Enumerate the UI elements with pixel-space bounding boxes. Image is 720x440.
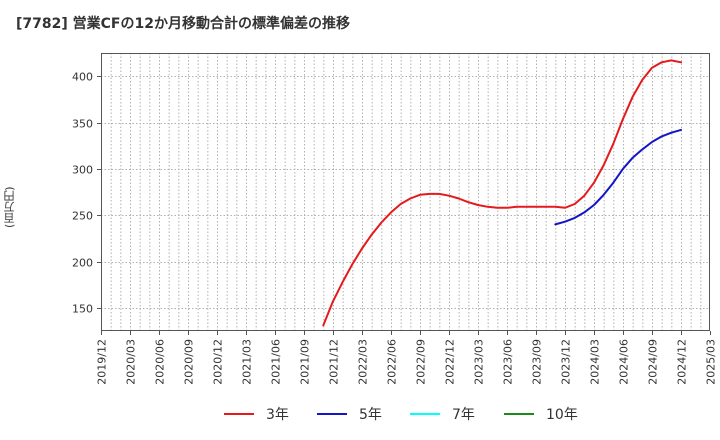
- x-tick-label: 2022/09: [415, 339, 428, 385]
- legend-label-2: 5年: [359, 407, 382, 423]
- y-tick-label: 400: [72, 71, 93, 84]
- x-tick-label: 2023/06: [502, 339, 515, 385]
- chart-title: [7782] 営業CFの12か月移動合計の標準偏差の推移: [16, 16, 350, 32]
- x-tick-label: 2021/06: [270, 339, 283, 385]
- x-tick-label: 2022/12: [444, 339, 457, 385]
- y-tick-label: 200: [72, 257, 93, 270]
- x-tick-label: 2024/12: [676, 339, 689, 385]
- x-tick-label: 2024/06: [618, 339, 631, 385]
- x-tick-label: 2020/09: [183, 339, 196, 385]
- x-tick-label: 2020/03: [125, 339, 138, 385]
- x-tick-label: 2023/03: [473, 339, 486, 385]
- y-tick-label: 250: [72, 210, 93, 223]
- x-tick-label: 2022/06: [386, 339, 399, 385]
- x-tick-label: 2024/09: [647, 339, 660, 385]
- series-layer: [322, 59, 682, 327]
- y-tick-label: 150: [72, 303, 93, 316]
- x-tick-label: 2025/03: [705, 339, 718, 385]
- x-tick-label: 2019/12: [96, 339, 109, 385]
- x-tick-label: 2020/12: [212, 339, 225, 385]
- legend-label-3: 7年: [452, 407, 475, 423]
- series-line-1: [322, 59, 682, 327]
- x-tick-label: 2023/12: [560, 339, 573, 385]
- legend: 3年 5年 7年 10年: [224, 407, 578, 423]
- y-axis: 150 200 250 300 350 400: [72, 71, 101, 316]
- x-tick-label: 2021/12: [328, 339, 341, 385]
- legend-label-4: 10年: [546, 407, 578, 423]
- plot-area-frame: [101, 53, 710, 331]
- x-tick-label: 2022/03: [357, 339, 370, 385]
- y-tick-label: 350: [72, 118, 93, 131]
- series-line-2: [554, 128, 682, 226]
- legend-label-1: 3年: [266, 407, 289, 423]
- x-tick-label: 2024/03: [589, 339, 602, 385]
- y-tick-label: 300: [72, 164, 93, 177]
- grid-layer: [101, 53, 710, 331]
- x-tick-label: 2021/09: [299, 339, 312, 385]
- x-axis: 2019/12 2020/03 2020/06 2020/09 2020/12 2021/…: [96, 331, 718, 385]
- x-tick-label: 2021/03: [241, 339, 254, 385]
- x-tick-label: 2020/06: [154, 339, 167, 385]
- x-tick-label: 2023/09: [531, 339, 544, 385]
